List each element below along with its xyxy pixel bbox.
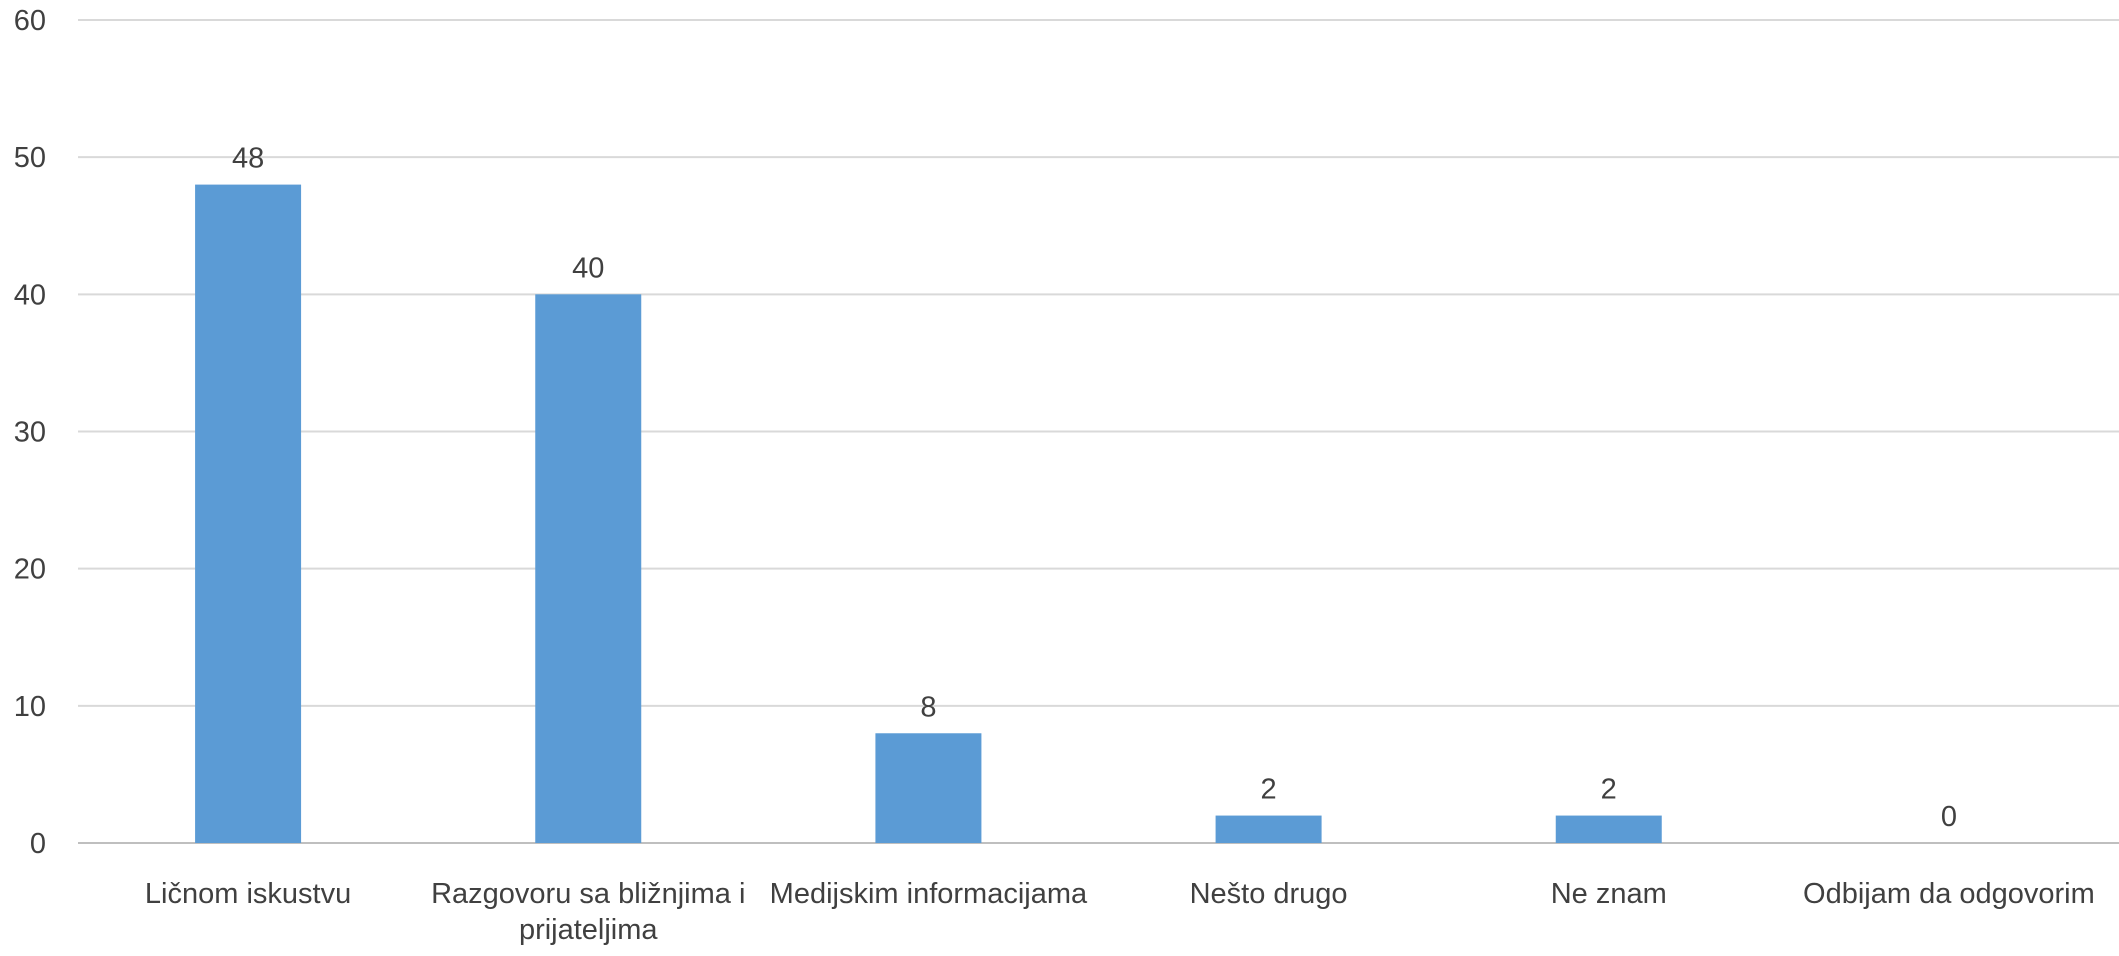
category-label-line: Nešto drugo [1190, 878, 1348, 910]
data-label-0: 48 [232, 143, 264, 175]
bars [195, 184, 1662, 844]
data-label-2: 8 [920, 691, 936, 723]
category-label-2: Medijskim informacijama [770, 878, 1088, 910]
data-label-1: 40 [572, 252, 604, 284]
bar-0 [195, 184, 302, 844]
category-label-line: Medijskim informacijama [770, 878, 1088, 910]
y-tick-label-0: 0 [30, 828, 46, 860]
category-label-line: prijateljima [519, 914, 658, 946]
bar-2 [875, 733, 982, 843]
category-label-5: Odbijam da odgovorim [1803, 878, 2095, 910]
category-label-line: Ne znam [1551, 878, 1667, 910]
data-label-4: 2 [1601, 774, 1617, 806]
bar-1 [535, 294, 642, 843]
data-label-3: 2 [1261, 774, 1277, 806]
y-tick-label-50: 50 [14, 142, 46, 174]
y-tick-label-30: 30 [14, 417, 46, 449]
x-axis-categories: Ličnom iskustvu Razgovoru sa bližnjima i p… [145, 878, 2095, 946]
category-label-line: Odbijam da odgovorim [1803, 878, 2095, 910]
category-label-line: Razgovoru sa bližnjima i [431, 878, 745, 910]
bar-3 [1215, 815, 1322, 843]
category-label-4: Ne znam [1551, 878, 1667, 910]
y-tick-label-10: 10 [14, 691, 46, 723]
y-tick-label-40: 40 [14, 279, 46, 311]
bar-4 [1555, 815, 1662, 843]
y-axis-ticks: 0 10 20 30 40 50 60 [14, 5, 46, 860]
gridlines [78, 19, 2119, 844]
category-label-1: Razgovoru sa bližnjima i prijateljima [431, 878, 745, 946]
y-tick-label-60: 60 [14, 5, 46, 37]
data-labels: 48 40 8 2 2 0 [232, 143, 1957, 833]
y-tick-label-20: 20 [14, 554, 46, 586]
category-label-3: Nešto drugo [1190, 878, 1348, 910]
category-label-line: Ličnom iskustvu [145, 878, 351, 910]
data-label-5: 0 [1941, 801, 1957, 833]
category-label-0: Ličnom iskustvu [145, 878, 351, 910]
